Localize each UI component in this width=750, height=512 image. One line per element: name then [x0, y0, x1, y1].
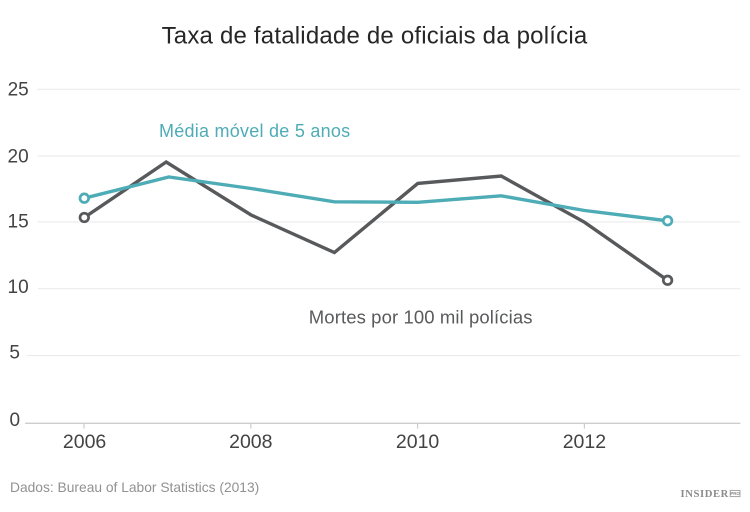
svg-text:2006: 2006	[63, 431, 106, 453]
svg-text:Taxa de fatalidade de oficiais: Taxa de fatalidade de oficiais da políci…	[162, 22, 588, 49]
svg-text:2012: 2012	[563, 431, 606, 453]
svg-text:25: 25	[8, 80, 29, 101]
svg-text:Dados: Bureau of Labor Statist: Dados: Bureau of Labor Statistics (2013)	[10, 480, 259, 495]
svg-text:15: 15	[8, 211, 29, 232]
svg-text:2010: 2010	[396, 431, 440, 453]
svg-text:5: 5	[9, 343, 20, 364]
svg-text:20: 20	[8, 147, 29, 168]
svg-text:Mortes por 100 mil polícias: Mortes por 100 mil polícias	[309, 307, 533, 328]
svg-text:Média móvel de 5 anos: Média móvel de 5 anos	[159, 121, 350, 141]
svg-text:PRO: PRO	[730, 491, 740, 496]
svg-text:10: 10	[8, 277, 29, 298]
svg-text:INSIDER: INSIDER	[681, 489, 729, 500]
svg-text:2008: 2008	[229, 431, 272, 453]
svg-text:0: 0	[10, 410, 21, 431]
